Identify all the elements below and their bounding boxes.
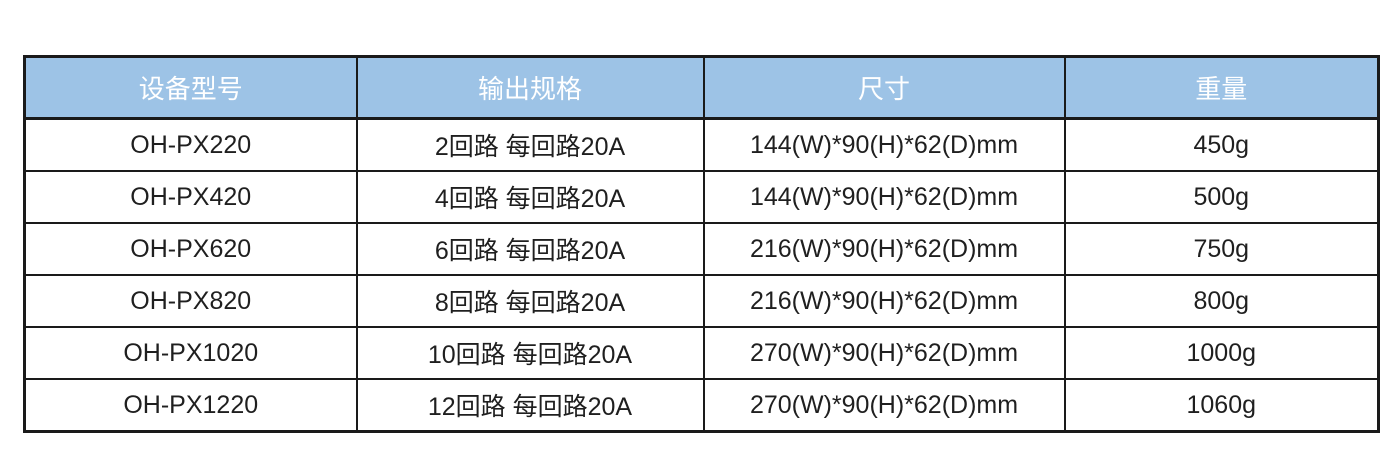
table-cell: 500g	[1063, 170, 1380, 224]
header-cell-device-model: 设备型号	[23, 55, 358, 120]
table-cell: OH-PX820	[23, 274, 358, 328]
table-row: OH-PX220 2回路 每回路20A 144(W)*90(H)*62(D)mm 45…	[23, 117, 1380, 172]
header-cell-output-spec: 输出规格	[355, 55, 705, 120]
table-cell: 10回路 每回路20A	[355, 326, 705, 380]
table-cell: 216(W)*90(H)*62(D)mm	[702, 274, 1066, 328]
table-cell: 270(W)*90(H)*62(D)mm	[702, 378, 1066, 433]
table-row: OH-PX820 8回路 每回路20A 216(W)*90(H)*62(D)mm 80…	[23, 274, 1380, 328]
table-cell: 1000g	[1063, 326, 1380, 380]
table-cell: 6回路 每回路20A	[355, 222, 705, 276]
table-cell: 450g	[1063, 117, 1380, 172]
table-row: OH-PX1220 12回路 每回路20A 270(W)*90(H)*62(D)mm…	[23, 378, 1380, 433]
table-cell: 12回路 每回路20A	[355, 378, 705, 433]
table-cell: 750g	[1063, 222, 1380, 276]
table-cell: 270(W)*90(H)*62(D)mm	[702, 326, 1066, 380]
table-cell: OH-PX220	[23, 117, 358, 172]
table-cell: 144(W)*90(H)*62(D)mm	[702, 117, 1066, 172]
table-cell: 4回路 每回路20A	[355, 170, 705, 224]
table-body: OH-PX220 2回路 每回路20A 144(W)*90(H)*62(D)mm 45…	[23, 117, 1380, 433]
header-cell-weight: 重量	[1063, 55, 1380, 120]
table-cell: 2回路 每回路20A	[355, 117, 705, 172]
table-row: OH-PX420 4回路 每回路20A 144(W)*90(H)*62(D)mm 50…	[23, 170, 1380, 224]
product-spec-table: 设备型号 输出规格 尺寸 重量 OH-PX220 2回路 每回路20A 144(W)…	[23, 55, 1380, 433]
table-cell: OH-PX1220	[23, 378, 358, 433]
table-cell: 1060g	[1063, 378, 1380, 433]
table-cell: 800g	[1063, 274, 1380, 328]
table-cell: OH-PX420	[23, 170, 358, 224]
table-row: OH-PX1020 10回路 每回路20A 270(W)*90(H)*62(D)mm…	[23, 326, 1380, 380]
table-cell: OH-PX620	[23, 222, 358, 276]
table-cell: 144(W)*90(H)*62(D)mm	[702, 170, 1066, 224]
table-row: OH-PX620 6回路 每回路20A 216(W)*90(H)*62(D)mm 75…	[23, 222, 1380, 276]
table-cell: OH-PX1020	[23, 326, 358, 380]
header-cell-dimensions: 尺寸	[702, 55, 1066, 120]
table-cell: 8回路 每回路20A	[355, 274, 705, 328]
table-cell: 216(W)*90(H)*62(D)mm	[702, 222, 1066, 276]
header-row: 设备型号 输出规格 尺寸 重量	[23, 55, 1380, 120]
